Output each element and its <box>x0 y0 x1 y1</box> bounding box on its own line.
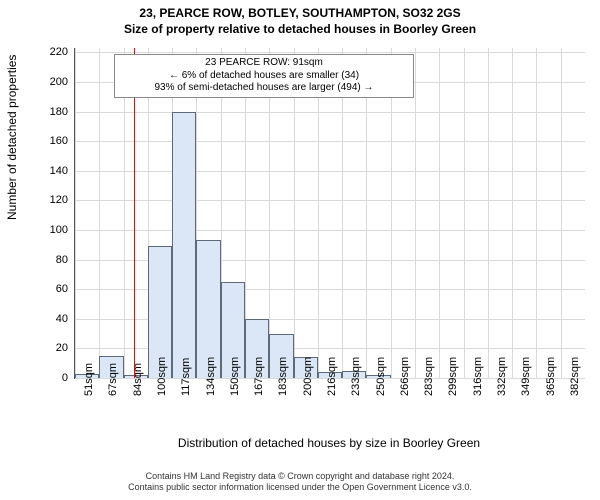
footer-line-1: Contains HM Land Registry data © Crown c… <box>0 471 600 483</box>
gridline-vertical <box>294 48 295 378</box>
y-axis-label: Number of detached properties <box>5 204 19 220</box>
gridline-vertical <box>415 48 416 378</box>
x-tick-label: 266sqm <box>399 390 411 396</box>
annotation-line-3: 93% of semi-detached houses are larger (… <box>119 82 409 95</box>
x-tick-label: 250sqm <box>375 390 387 396</box>
x-tick-label: 100sqm <box>156 390 168 396</box>
gridline-horizontal <box>75 230 585 231</box>
gridline-horizontal <box>75 141 585 142</box>
footer-attribution: Contains HM Land Registry data © Crown c… <box>0 471 600 494</box>
y-tick-label: 120 <box>38 194 68 206</box>
y-tick-label: 80 <box>38 254 68 266</box>
footer-line-2: Contains public sector information licen… <box>0 482 600 494</box>
gridline-vertical <box>464 48 465 378</box>
x-tick-label: 216sqm <box>326 390 338 396</box>
annotation-line-2: ← 6% of detached houses are smaller (34) <box>119 70 409 83</box>
title-line-2: Size of property relative to detached ho… <box>0 22 600 38</box>
gridline-vertical <box>561 48 562 378</box>
marker-line <box>134 48 135 378</box>
y-tick-label: 220 <box>38 46 68 58</box>
gridline-vertical <box>439 48 440 378</box>
x-tick-label: 382sqm <box>569 390 581 396</box>
y-tick-label: 0 <box>38 372 68 384</box>
chart-plot-area <box>74 48 585 379</box>
gridline-horizontal <box>75 200 585 201</box>
y-tick-label: 200 <box>38 76 68 88</box>
y-tick-label: 20 <box>38 342 68 354</box>
gridline-vertical <box>124 48 125 378</box>
y-tick-label: 100 <box>38 224 68 236</box>
y-tick-label: 60 <box>38 283 68 295</box>
gridline-horizontal <box>75 112 585 113</box>
x-tick-label: 349sqm <box>520 390 532 396</box>
gridline-vertical <box>512 48 513 378</box>
gridline-vertical <box>342 48 343 378</box>
gridline-vertical <box>75 48 76 378</box>
annotation-line-1: 23 PEARCE ROW: 91sqm <box>119 57 409 70</box>
y-tick-label: 180 <box>38 106 68 118</box>
x-tick-label: 365sqm <box>545 390 557 396</box>
x-tick-label: 67sqm <box>107 390 119 396</box>
x-tick-label: 150sqm <box>229 390 241 396</box>
y-tick-label: 40 <box>38 313 68 325</box>
gridline-vertical <box>269 48 270 378</box>
x-tick-label: 117sqm <box>180 390 192 396</box>
gridline-vertical <box>318 48 319 378</box>
chart-title-block: 23, PEARCE ROW, BOTLEY, SOUTHAMPTON, SO3… <box>0 6 600 37</box>
y-tick-label: 160 <box>38 135 68 147</box>
gridline-vertical <box>366 48 367 378</box>
gridline-vertical <box>391 48 392 378</box>
x-tick-label: 51sqm <box>83 390 95 396</box>
x-tick-label: 167sqm <box>253 390 265 396</box>
x-tick-label: 233sqm <box>350 390 362 396</box>
title-line-1: 23, PEARCE ROW, BOTLEY, SOUTHAMPTON, SO3… <box>0 6 600 22</box>
x-tick-label: 84sqm <box>132 390 144 396</box>
histogram-bar <box>172 112 196 378</box>
x-tick-label: 316sqm <box>472 390 484 396</box>
y-tick-label: 140 <box>38 165 68 177</box>
x-tick-label: 183sqm <box>277 390 289 396</box>
x-tick-label: 283sqm <box>423 390 435 396</box>
x-tick-label: 200sqm <box>302 390 314 396</box>
gridline-vertical <box>536 48 537 378</box>
gridline-vertical <box>99 48 100 378</box>
x-axis-label: Distribution of detached houses by size … <box>74 436 584 450</box>
x-tick-label: 332sqm <box>496 390 508 396</box>
gridline-horizontal <box>75 171 585 172</box>
annotation-box: 23 PEARCE ROW: 91sqm← 6% of detached hou… <box>114 54 414 98</box>
x-tick-label: 299sqm <box>447 390 459 396</box>
gridline-vertical <box>488 48 489 378</box>
x-tick-label: 134sqm <box>205 390 217 396</box>
